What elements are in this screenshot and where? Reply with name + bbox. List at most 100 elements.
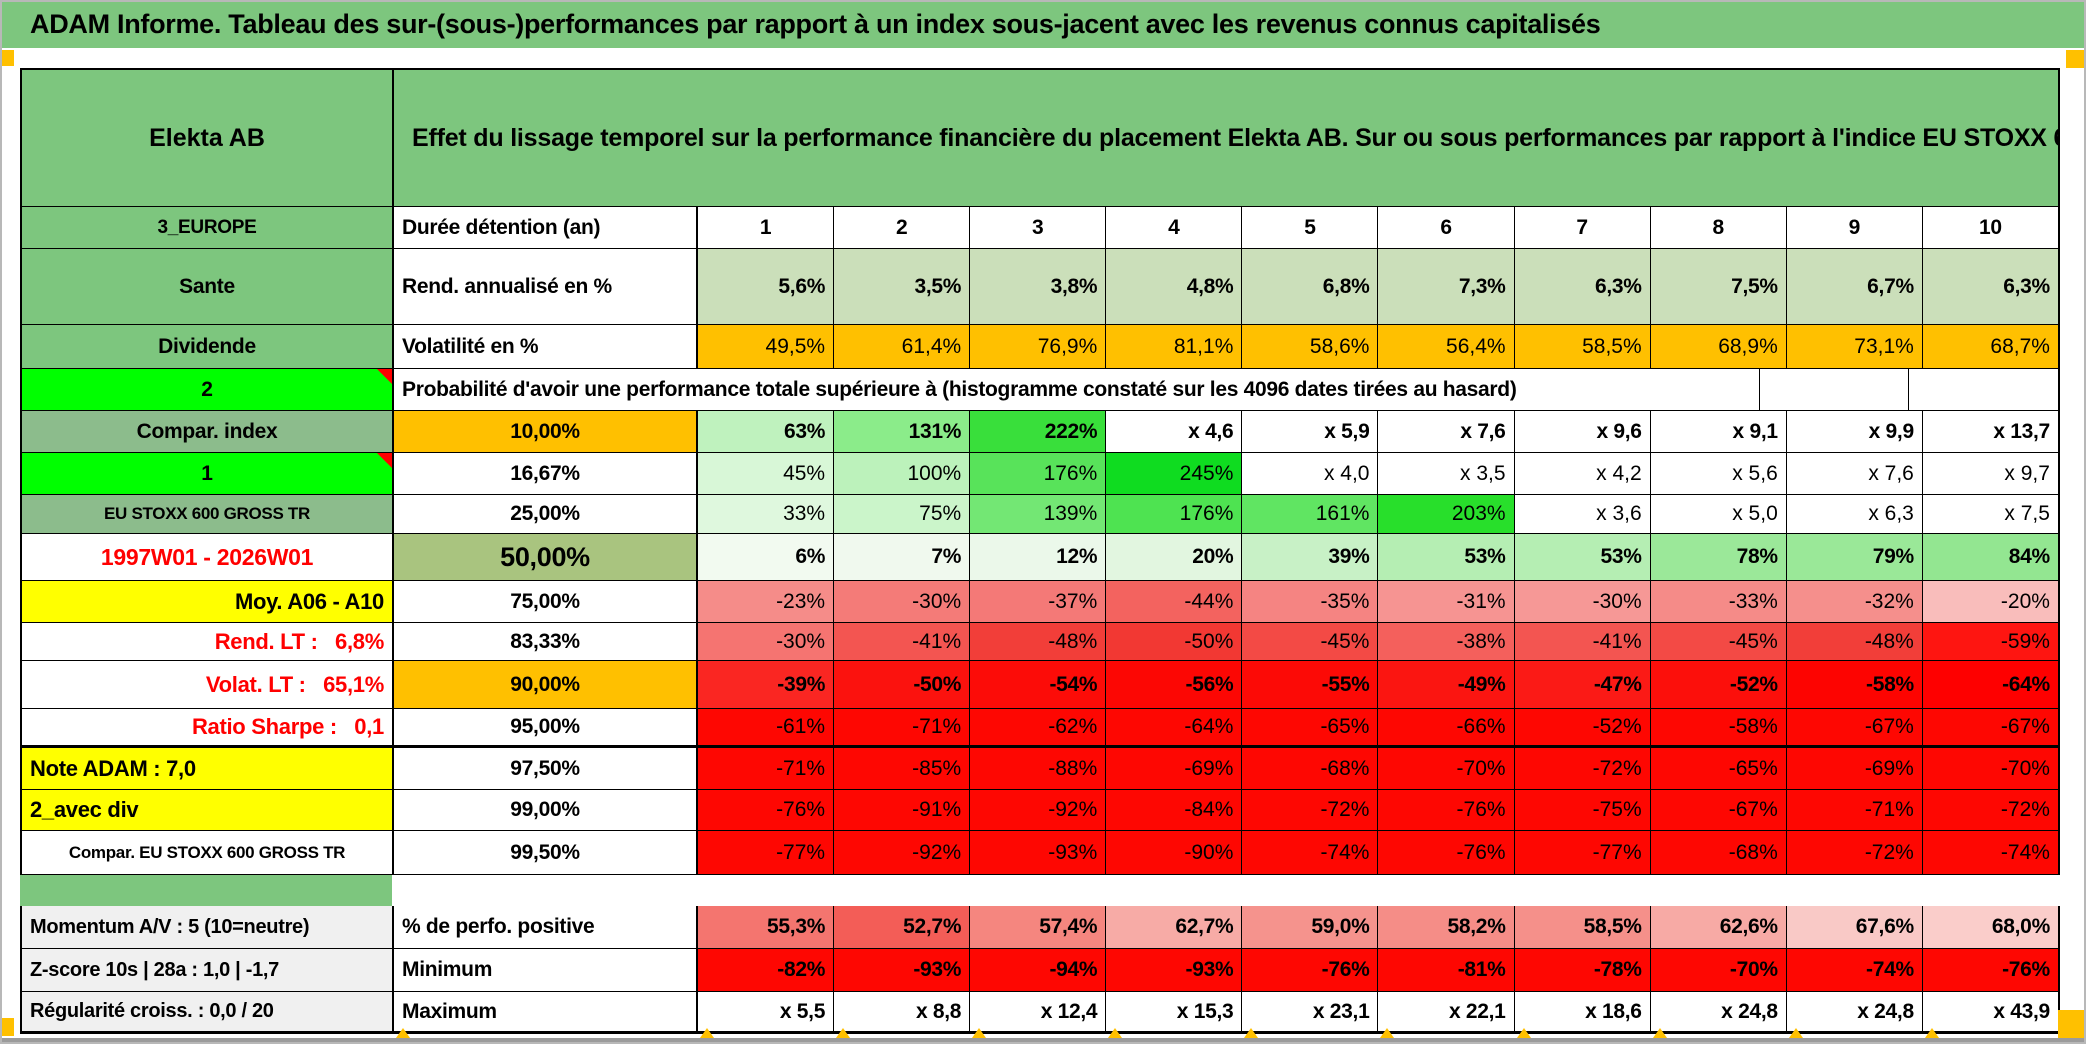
value-cell[interactable]: 7% — [834, 534, 971, 581]
value-cell[interactable]: 7 — [1514, 207, 1651, 249]
value-cell[interactable]: -72% — [1242, 790, 1379, 831]
value-cell[interactable]: 6,3% — [1922, 249, 2058, 325]
row-label-cell[interactable]: 3_EUROPE — [22, 207, 394, 249]
value-cell[interactable]: -50% — [834, 661, 971, 709]
value-cell[interactable]: 58,5% — [1514, 325, 1651, 369]
value-cell[interactable]: -74% — [1922, 831, 2058, 875]
value-cell[interactable]: -39% — [698, 661, 835, 709]
row-label-cell[interactable]: Volat. LT : 65,1% — [22, 661, 394, 709]
value-cell[interactable]: -77% — [698, 831, 835, 875]
row-head-cell[interactable]: 16,67% — [394, 453, 698, 495]
value-cell[interactable]: -81% — [1378, 949, 1515, 992]
value-cell[interactable]: 10 — [1922, 207, 2058, 249]
value-cell[interactable]: 1 — [698, 207, 835, 249]
value-cell[interactable]: x 9,1 — [1650, 411, 1787, 453]
row-head-cell[interactable]: Maximum — [394, 992, 698, 1032]
value-cell[interactable]: x 24,8 — [1786, 992, 1923, 1032]
row-label-cell[interactable]: Momentum A/V : 5 (10=neutre) — [22, 906, 394, 949]
value-cell[interactable]: 100% — [834, 453, 971, 495]
row-label-cell[interactable]: Z-score 10s | 28a : 1,0 | -1,7 — [22, 949, 394, 992]
value-cell[interactable]: -20% — [1922, 581, 2058, 623]
value-cell[interactable]: x 7,6 — [1378, 411, 1515, 453]
value-cell[interactable]: 3,8% — [970, 249, 1107, 325]
value-cell[interactable]: -88% — [970, 748, 1107, 790]
value-cell[interactable]: x 5,0 — [1650, 495, 1787, 534]
row-head-cell[interactable]: % de perfo. positive — [394, 906, 698, 949]
value-cell[interactable]: 61,4% — [834, 325, 971, 369]
value-cell[interactable]: -38% — [1378, 623, 1515, 661]
value-cell[interactable]: -58% — [1650, 709, 1787, 746]
value-cell[interactable]: x 7,5 — [1922, 495, 2058, 534]
value-cell[interactable]: -67% — [1786, 709, 1923, 746]
value-cell[interactable]: -69% — [1106, 748, 1243, 790]
asset-name-cell[interactable]: Elekta AB — [22, 70, 394, 207]
value-cell[interactable]: x 4,0 — [1242, 453, 1379, 495]
value-cell[interactable]: 81,1% — [1106, 325, 1243, 369]
value-cell[interactable]: -54% — [970, 661, 1107, 709]
value-cell[interactable]: -30% — [698, 623, 835, 661]
row-head-cell[interactable]: 90,00% — [394, 661, 698, 709]
value-cell[interactable]: -75% — [1514, 790, 1651, 831]
value-cell[interactable]: -84% — [1106, 790, 1243, 831]
value-cell[interactable]: -66% — [1378, 709, 1515, 746]
value-cell[interactable]: -93% — [1106, 949, 1243, 992]
value-cell[interactable]: -92% — [970, 790, 1107, 831]
row-label-cell[interactable]: Rend. LT : 6,8% — [22, 623, 394, 661]
value-cell[interactable]: 176% — [1106, 495, 1243, 534]
row-head-cell[interactable]: 99,50% — [394, 831, 698, 875]
value-cell[interactable]: x 4,6 — [1106, 411, 1243, 453]
value-cell[interactable]: -65% — [1242, 709, 1379, 746]
value-cell[interactable]: -85% — [834, 748, 971, 790]
row-head-cell[interactable]: 95,00% — [394, 709, 698, 746]
value-cell[interactable]: -48% — [970, 623, 1107, 661]
value-cell[interactable]: -94% — [970, 949, 1107, 992]
value-cell[interactable]: -68% — [1242, 748, 1379, 790]
value-cell[interactable]: -76% — [1378, 790, 1515, 831]
value-cell[interactable]: 53% — [1378, 534, 1515, 581]
value-cell[interactable]: 62,6% — [1650, 906, 1787, 949]
empty-cell[interactable] — [1909, 369, 2058, 411]
row-head-cell[interactable]: 50,00% — [394, 534, 698, 581]
row-label-cell[interactable]: Ratio Sharpe : 0,1 — [22, 709, 394, 746]
value-cell[interactable]: -91% — [834, 790, 971, 831]
row-head-cell[interactable]: 75,00% — [394, 581, 698, 623]
row-head-cell[interactable]: 10,00% — [394, 411, 698, 453]
value-cell[interactable]: 58,5% — [1514, 906, 1651, 949]
value-cell[interactable]: -70% — [1922, 748, 2058, 790]
row-head-cell[interactable]: Minimum — [394, 949, 698, 992]
value-cell[interactable]: -62% — [970, 709, 1107, 746]
value-cell[interactable]: 2 — [834, 207, 971, 249]
row-label-cell[interactable]: Compar. EU STOXX 600 GROSS TR — [22, 831, 394, 875]
value-cell[interactable]: 68,9% — [1650, 325, 1787, 369]
value-cell[interactable]: -49% — [1378, 661, 1515, 709]
row-label-cell[interactable]: Sante — [22, 249, 394, 325]
value-cell[interactable]: 6% — [698, 534, 835, 581]
row-label-cell[interactable]: Dividende — [22, 325, 394, 369]
value-cell[interactable]: x 6,3 — [1786, 495, 1923, 534]
value-cell[interactable]: x 13,7 — [1922, 411, 2058, 453]
value-cell[interactable]: 4,8% — [1106, 249, 1243, 325]
value-cell[interactable]: x 7,6 — [1786, 453, 1923, 495]
value-cell[interactable]: 68,7% — [1922, 325, 2058, 369]
value-cell[interactable]: 176% — [970, 453, 1107, 495]
value-cell[interactable]: -67% — [1922, 709, 2058, 746]
value-cell[interactable]: x 8,8 — [834, 992, 971, 1032]
value-cell[interactable]: x 18,6 — [1514, 992, 1651, 1032]
value-cell[interactable]: -92% — [834, 831, 971, 875]
row-head-cell[interactable]: Durée détention (an) — [394, 207, 698, 249]
value-cell[interactable]: -93% — [834, 949, 971, 992]
table-description-cell[interactable]: Effet du lissage temporel sur la perform… — [394, 70, 2058, 207]
value-cell[interactable]: 4 — [1106, 207, 1243, 249]
value-cell[interactable]: -70% — [1650, 949, 1787, 992]
value-cell[interactable]: 33% — [698, 495, 835, 534]
value-cell[interactable]: -33% — [1650, 581, 1787, 623]
value-cell[interactable]: -78% — [1514, 949, 1651, 992]
value-cell[interactable]: x 23,1 — [1242, 992, 1379, 1032]
value-cell[interactable]: -56% — [1106, 661, 1243, 709]
value-cell[interactable]: x 5,5 — [698, 992, 835, 1032]
row-label-cell[interactable]: Compar. index — [22, 411, 394, 453]
value-cell[interactable]: 55,3% — [698, 906, 835, 949]
value-cell[interactable]: -44% — [1106, 581, 1243, 623]
value-cell[interactable]: 79% — [1786, 534, 1923, 581]
value-cell[interactable]: 9 — [1786, 207, 1923, 249]
